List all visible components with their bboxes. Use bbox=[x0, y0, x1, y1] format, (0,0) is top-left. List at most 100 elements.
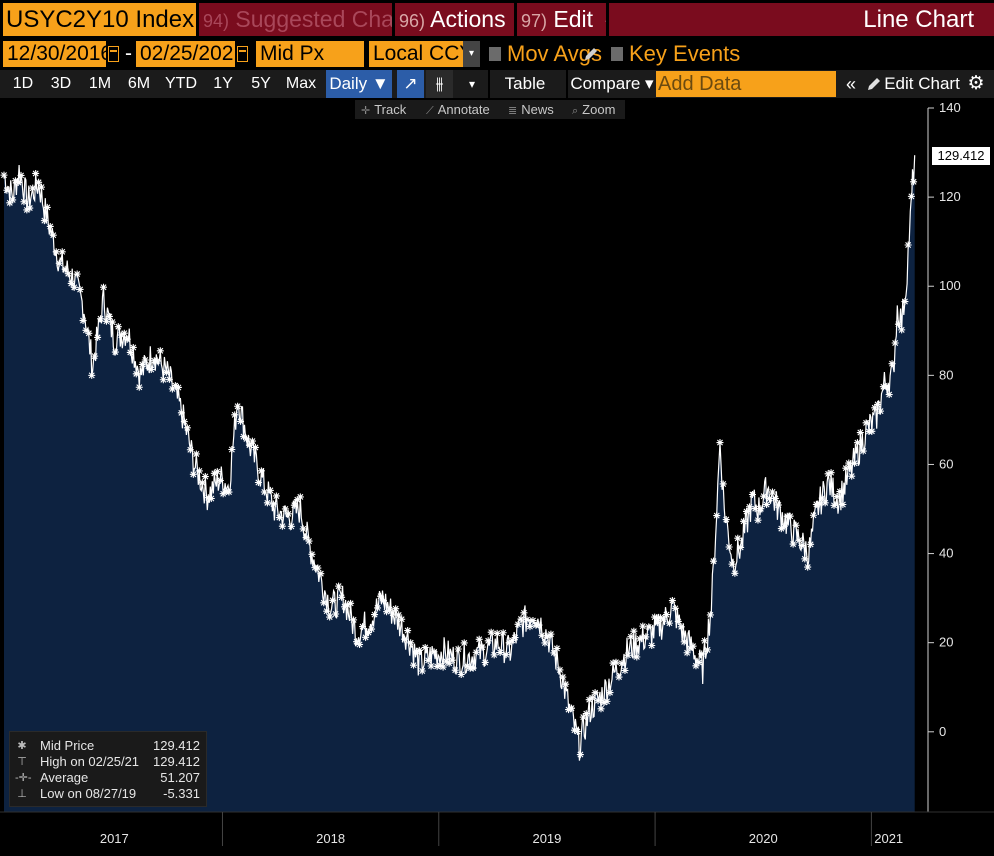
x-tick-label: 2020 bbox=[749, 831, 778, 846]
mov-avgs-label[interactable]: Mov Avgs bbox=[507, 41, 602, 66]
calendar-icon[interactable] bbox=[237, 46, 248, 62]
pencil-icon[interactable] bbox=[583, 46, 599, 62]
price-point bbox=[389, 609, 397, 617]
price-point bbox=[398, 615, 406, 623]
price-point bbox=[472, 648, 480, 656]
period-1d-button[interactable]: 1D bbox=[12, 75, 34, 92]
price-point bbox=[368, 625, 376, 633]
price-point bbox=[807, 540, 815, 548]
chevron-down-icon[interactable]: ▾ bbox=[463, 41, 480, 67]
table-button[interactable]: Table bbox=[504, 74, 546, 93]
track-tool[interactable]: ✛ Track bbox=[361, 100, 406, 119]
period-max-button[interactable]: Max bbox=[285, 75, 317, 92]
price-point bbox=[627, 633, 635, 641]
price-point bbox=[686, 644, 694, 652]
price-point bbox=[454, 645, 462, 653]
end-date-field[interactable]: 02/25/2021 bbox=[136, 41, 235, 67]
line-chart-icon[interactable]: ↗ bbox=[397, 70, 424, 98]
period-6m-button[interactable]: 6M bbox=[127, 75, 151, 92]
calendar-icon[interactable] bbox=[108, 46, 119, 62]
price-point bbox=[818, 494, 826, 502]
price-point bbox=[162, 368, 170, 376]
price-point bbox=[713, 512, 721, 520]
price-point bbox=[760, 492, 768, 500]
add-data-input[interactable]: Add Data bbox=[656, 71, 836, 97]
actions-button[interactable]: 96) Actions ▾ bbox=[395, 3, 514, 36]
chevron-down-icon[interactable]: ▾ bbox=[468, 77, 476, 91]
period-ytd-button[interactable]: YTD bbox=[165, 75, 197, 92]
price-point bbox=[556, 666, 564, 674]
news-tool[interactable]: ≣ News bbox=[508, 100, 554, 119]
zoom-tool[interactable]: ⌕ Zoom bbox=[572, 100, 615, 119]
menu-label: Edit bbox=[553, 6, 594, 32]
pencil-icon[interactable] bbox=[866, 76, 882, 92]
price-point bbox=[228, 445, 236, 453]
price-point bbox=[570, 726, 578, 734]
collapse-icon[interactable]: « bbox=[845, 74, 856, 94]
price-point bbox=[192, 450, 200, 458]
news-icon: ≣ bbox=[508, 105, 518, 117]
price-point bbox=[469, 664, 477, 672]
price-point bbox=[61, 265, 69, 273]
price-point bbox=[70, 283, 78, 291]
price-point bbox=[731, 569, 739, 577]
key-events-checkbox[interactable] bbox=[611, 47, 623, 61]
price-point bbox=[484, 637, 492, 645]
price-point bbox=[436, 661, 444, 669]
ticker-field[interactable]: USYC2Y10 Index bbox=[3, 3, 196, 36]
price-point bbox=[126, 348, 134, 356]
tool-label: Zoom bbox=[582, 102, 616, 117]
date-separator: - bbox=[125, 42, 132, 65]
last-price-tag: 129.412 bbox=[932, 147, 990, 165]
price-field-select[interactable]: Mid Px bbox=[256, 41, 364, 67]
price-point bbox=[795, 536, 803, 544]
menu-number: 96) bbox=[399, 11, 426, 31]
price-point bbox=[97, 315, 105, 323]
gear-icon[interactable]: ⚙ bbox=[967, 73, 985, 94]
price-point bbox=[565, 706, 573, 714]
price-point bbox=[287, 522, 295, 530]
period-1y-button[interactable]: 1Y bbox=[213, 75, 233, 92]
price-point bbox=[269, 500, 277, 508]
period-1m-button[interactable]: 1M bbox=[88, 75, 112, 92]
bar-chart-icon[interactable]: ⫵ bbox=[426, 70, 453, 98]
mov-avgs-checkbox[interactable] bbox=[489, 47, 501, 61]
suggested-charts-button[interactable]: 94) Suggested Charts bbox=[199, 3, 392, 36]
price-point bbox=[290, 501, 298, 509]
y-tick-label: 80 bbox=[939, 367, 953, 382]
price-point bbox=[237, 417, 245, 425]
price-point bbox=[734, 534, 742, 542]
price-point bbox=[284, 510, 292, 518]
price-point bbox=[67, 279, 75, 287]
price-point bbox=[347, 599, 355, 607]
frequency-select[interactable]: Daily ▼ bbox=[326, 70, 392, 98]
price-point bbox=[314, 564, 322, 572]
price-point bbox=[43, 203, 51, 211]
currency-select[interactable]: Local CCY bbox=[369, 41, 463, 67]
edit-button[interactable]: 97) Edit ▾ bbox=[517, 3, 606, 36]
period-5y-button[interactable]: 5Y bbox=[251, 75, 271, 92]
price-point bbox=[827, 469, 835, 477]
annotate-tool[interactable]: ⟋ Annotate bbox=[426, 100, 490, 119]
price-point bbox=[49, 231, 57, 239]
price-point bbox=[674, 617, 682, 625]
legend-label: Mid Price bbox=[40, 738, 95, 753]
price-point bbox=[615, 673, 623, 681]
period-3d-button[interactable]: 3D bbox=[50, 75, 72, 92]
compare-button[interactable]: Compare ▾ bbox=[570, 74, 654, 93]
price-chart[interactable]: 0 20 40 60 80 100 120 140 2017 2018 2019 2020 2021 bbox=[0, 100, 994, 856]
price-point bbox=[898, 326, 906, 334]
price-point bbox=[520, 609, 528, 617]
price-point bbox=[153, 357, 161, 365]
edit-chart-button[interactable]: Edit Chart bbox=[884, 74, 960, 93]
price-point bbox=[481, 658, 489, 666]
price-point bbox=[851, 459, 859, 467]
price-point bbox=[648, 642, 656, 649]
key-events-label[interactable]: Key Events bbox=[629, 41, 741, 66]
start-date-field[interactable]: 12/30/2016 bbox=[3, 41, 106, 67]
chart-legend[interactable]: ✱ Mid Price 129.412 ⊤ High on 02/25/21 1… bbox=[9, 731, 207, 807]
price-point bbox=[591, 689, 599, 697]
price-point bbox=[266, 486, 274, 494]
price-point bbox=[407, 639, 415, 647]
x-axis: 2017 2018 2019 2020 2021 bbox=[100, 812, 903, 846]
